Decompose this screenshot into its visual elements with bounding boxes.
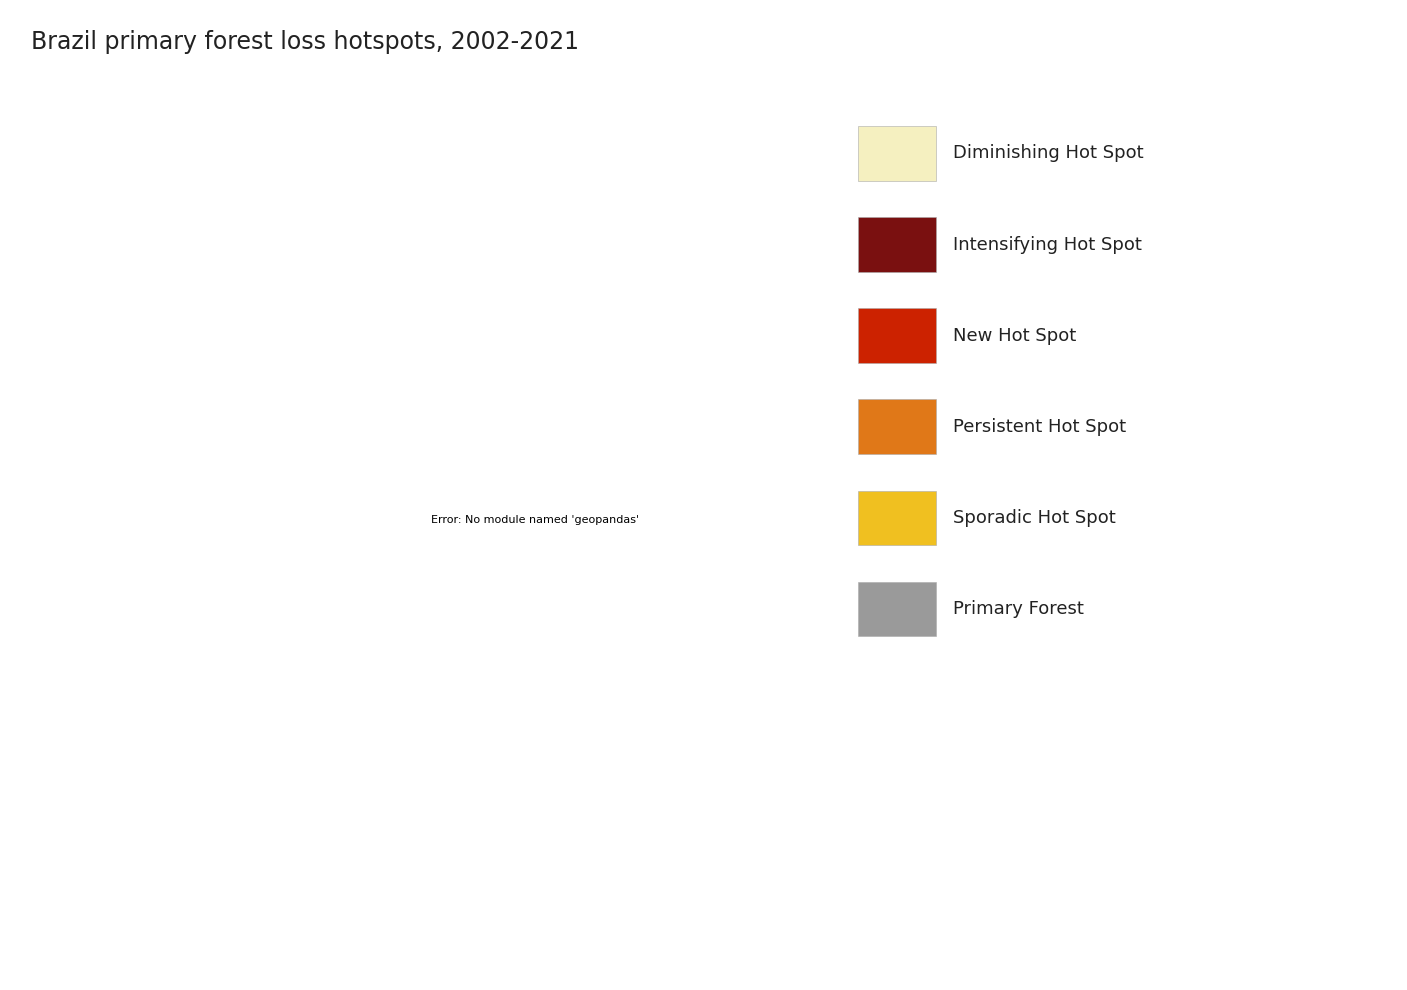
Text: Sporadic Hot Spot: Sporadic Hot Spot (953, 509, 1116, 527)
Text: Intensifying Hot Spot: Intensifying Hot Spot (953, 236, 1141, 253)
FancyBboxPatch shape (858, 308, 936, 362)
Text: Error: No module named 'geopandas': Error: No module named 'geopandas' (431, 515, 639, 525)
Text: Primary Forest: Primary Forest (953, 600, 1083, 618)
Text: Persistent Hot Spot: Persistent Hot Spot (953, 418, 1126, 436)
FancyBboxPatch shape (858, 491, 936, 545)
FancyBboxPatch shape (858, 399, 936, 453)
FancyBboxPatch shape (858, 126, 936, 180)
FancyBboxPatch shape (858, 582, 936, 637)
Text: Diminishing Hot Spot: Diminishing Hot Spot (953, 145, 1142, 162)
Text: New Hot Spot: New Hot Spot (953, 327, 1076, 345)
FancyBboxPatch shape (858, 217, 936, 271)
Text: Brazil primary forest loss hotspots, 2002-2021: Brazil primary forest loss hotspots, 200… (31, 30, 578, 53)
